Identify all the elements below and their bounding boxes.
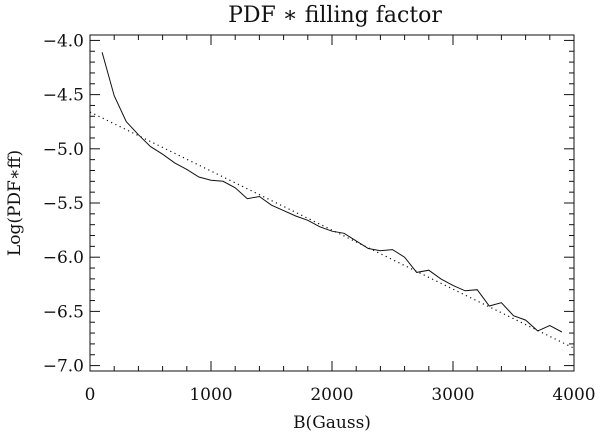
x-tick-label: 1000 — [189, 385, 232, 405]
y-tick-label: −4.5 — [43, 86, 84, 106]
x-tick-label: 2000 — [310, 385, 353, 405]
y-axis-label: Log(PDF∗ff) — [5, 150, 25, 256]
y-tick-label: −5.0 — [43, 140, 84, 160]
y-tick-label: −6.0 — [43, 248, 84, 268]
axis-ticks — [89, 35, 575, 371]
y-tick-label: −5.5 — [43, 194, 84, 214]
y-tick-label: −6.5 — [43, 302, 84, 322]
y-tick-label: −7.0 — [43, 357, 84, 377]
tick-labels: 0 1000 2000 3000 4000 −7.0 −6.5 −6.0 −5.5 −5.0 −4.… — [43, 31, 596, 405]
x-axis-label: B(Gauss) — [293, 413, 371, 433]
x-tick-label: 3000 — [431, 385, 474, 405]
fit-line-dotted — [89, 111, 575, 349]
data-series — [89, 52, 575, 349]
chart-title: PDF ∗ filling factor — [228, 3, 442, 28]
x-tick-label: 4000 — [552, 385, 595, 405]
data-line-solid — [101, 52, 563, 333]
plot-frame — [89, 34, 575, 372]
x-tick-label: 0 — [85, 385, 96, 405]
y-tick-label: −4.0 — [43, 31, 84, 51]
